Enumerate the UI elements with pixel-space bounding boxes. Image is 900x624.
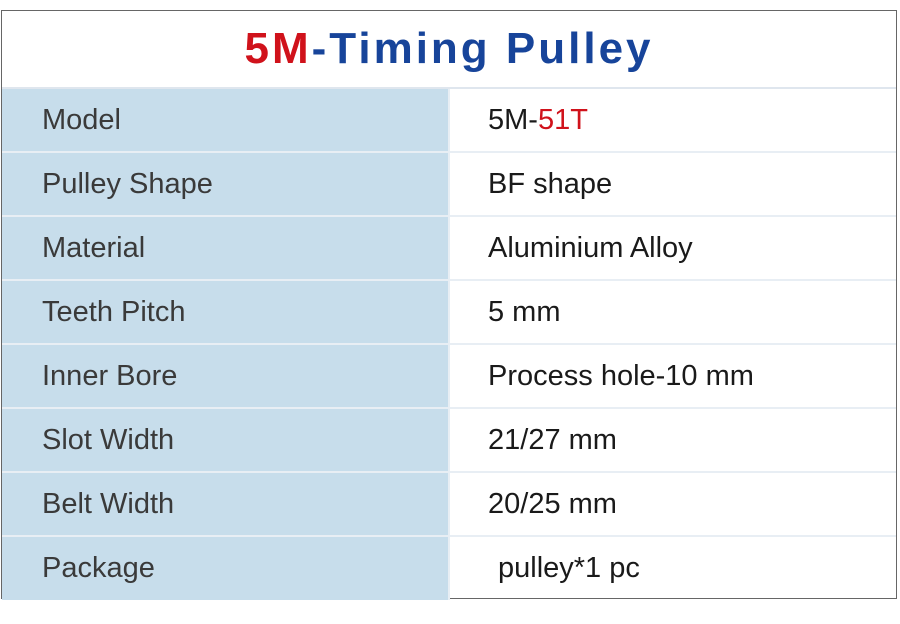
table-row: Teeth Pitch 5 mm bbox=[2, 281, 896, 345]
row-value: 5M-51T bbox=[450, 89, 896, 151]
value-part: BF shape bbox=[488, 168, 613, 200]
row-label: Teeth Pitch bbox=[2, 281, 450, 343]
value-part: Process hole-10 mm bbox=[488, 360, 754, 392]
value-part: 5M- bbox=[488, 104, 538, 136]
table-row: Package pulley*1 pc bbox=[2, 537, 896, 600]
row-value: 20/25 mm bbox=[450, 473, 896, 535]
value-part: Aluminium Alloy bbox=[488, 232, 693, 264]
value-part: 21/27 mm bbox=[488, 424, 617, 456]
table-row: Material Aluminium Alloy bbox=[2, 217, 896, 281]
row-value: 21/27 mm bbox=[450, 409, 896, 471]
row-label: Inner Bore bbox=[2, 345, 450, 407]
row-value: Process hole-10 mm bbox=[450, 345, 896, 407]
title-text: -Timing Pulley bbox=[311, 24, 654, 73]
row-value: pulley*1 pc bbox=[450, 537, 896, 600]
table-row: Slot Width 21/27 mm bbox=[2, 409, 896, 473]
row-label: Material bbox=[2, 217, 450, 279]
row-label: Pulley Shape bbox=[2, 153, 450, 215]
value-part: 20/25 mm bbox=[488, 488, 617, 520]
spec-table: 5M-Timing Pulley Model 5M-51T Pulley Shape… bbox=[1, 10, 897, 600]
title: 5M-Timing Pulley bbox=[2, 11, 896, 89]
row-label: Belt Width bbox=[2, 473, 450, 535]
table-row: Belt Width 20/25 mm bbox=[2, 473, 896, 537]
row-value: BF shape bbox=[450, 153, 896, 215]
table-row: Inner Bore Process hole-10 mm bbox=[2, 345, 896, 409]
title-model: 5M bbox=[244, 24, 312, 73]
table-row: Pulley Shape BF shape bbox=[2, 153, 896, 217]
value-part: 5 mm bbox=[488, 296, 561, 328]
row-value: 5 mm bbox=[450, 281, 896, 343]
row-label: Model bbox=[2, 89, 450, 151]
value-part: pulley*1 pc bbox=[498, 552, 640, 584]
row-value: Aluminium Alloy bbox=[450, 217, 896, 279]
value-part: 51T bbox=[537, 104, 588, 136]
row-label: Slot Width bbox=[2, 409, 450, 471]
row-label: Package bbox=[2, 537, 450, 600]
rows: Model 5M-51T Pulley Shape BF shape Material A… bbox=[2, 89, 896, 600]
table-row: Model 5M-51T bbox=[2, 89, 896, 153]
